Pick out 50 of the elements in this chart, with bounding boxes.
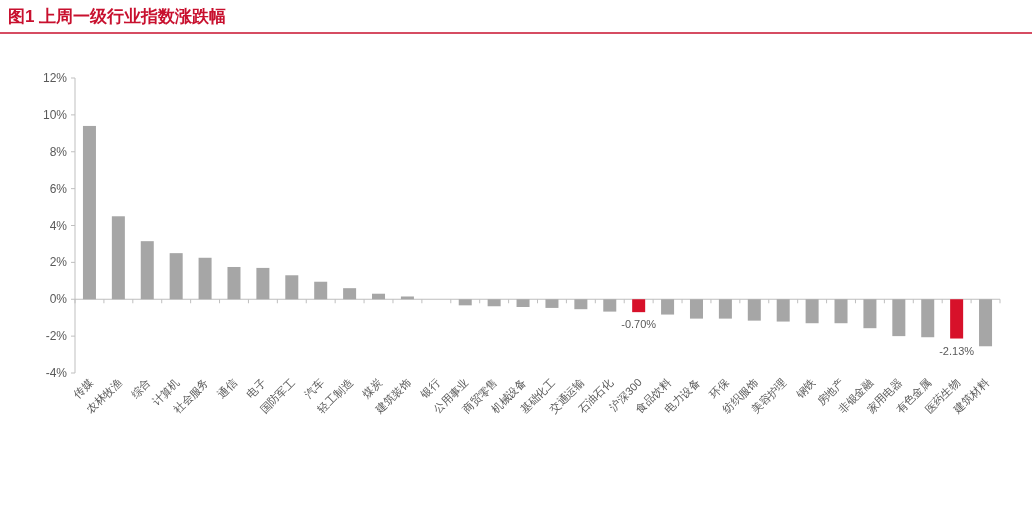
x-tick-label: 煤炭 — [359, 375, 384, 400]
x-tick-label: 银行 — [416, 375, 442, 401]
y-tick-label: 8% — [49, 144, 68, 159]
bar — [198, 257, 212, 300]
y-tick-label: 0% — [49, 292, 68, 307]
chart-title: 图1 上周一级行业指数涨跌幅 — [8, 7, 227, 26]
x-tick-label: 环保 — [706, 375, 731, 400]
y-tick-label: -4% — [45, 366, 68, 380]
bar — [516, 299, 530, 307]
bar — [574, 299, 588, 310]
x-tick-label: 通信 — [215, 375, 240, 400]
bar — [718, 299, 732, 319]
y-tick-label: 10% — [42, 107, 68, 122]
bar — [805, 299, 819, 324]
bar — [343, 288, 357, 300]
bar — [747, 299, 761, 321]
y-tick-label: 6% — [49, 181, 68, 196]
bar — [979, 299, 993, 347]
bar — [82, 125, 96, 300]
bar — [863, 299, 877, 329]
bar — [632, 299, 646, 313]
bar — [285, 275, 299, 300]
bar — [545, 299, 559, 308]
x-tick-label: 钢铁 — [792, 375, 818, 401]
y-tick-label: -2% — [45, 329, 68, 344]
bar — [314, 281, 328, 300]
y-tick-label: 2% — [49, 255, 68, 270]
bar — [140, 241, 154, 300]
x-tick-label: 传媒 — [70, 375, 95, 400]
bar — [458, 299, 472, 306]
bar — [111, 216, 125, 300]
bar — [921, 299, 935, 338]
bar — [603, 299, 617, 312]
y-tick-label: 4% — [49, 218, 68, 233]
bar — [256, 267, 270, 300]
bar — [487, 299, 501, 307]
data-label: -2.13% — [939, 344, 975, 357]
bar — [227, 266, 241, 300]
bar — [689, 299, 703, 319]
data-label: -0.70% — [621, 318, 657, 331]
bar — [372, 293, 386, 300]
bar — [776, 299, 790, 322]
bar — [661, 299, 675, 315]
x-tick-label: 综合 — [128, 375, 153, 400]
bar — [834, 299, 848, 324]
bar — [169, 253, 183, 300]
y-tick-label: 12% — [42, 71, 68, 85]
bar — [892, 299, 906, 337]
bar — [950, 299, 964, 339]
bar — [400, 296, 414, 300]
